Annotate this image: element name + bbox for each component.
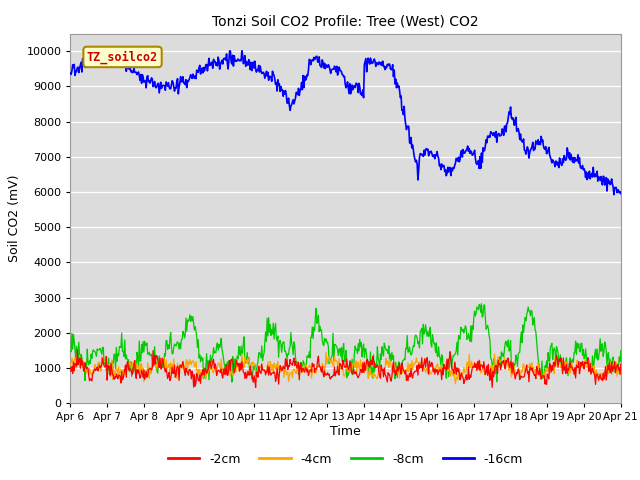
X-axis label: Time: Time	[330, 425, 361, 438]
Text: TZ_soilco2: TZ_soilco2	[87, 50, 158, 64]
Legend: -2cm, -4cm, -8cm, -16cm: -2cm, -4cm, -8cm, -16cm	[163, 448, 528, 471]
Y-axis label: Soil CO2 (mV): Soil CO2 (mV)	[8, 175, 21, 262]
Title: Tonzi Soil CO2 Profile: Tree (West) CO2: Tonzi Soil CO2 Profile: Tree (West) CO2	[212, 14, 479, 28]
